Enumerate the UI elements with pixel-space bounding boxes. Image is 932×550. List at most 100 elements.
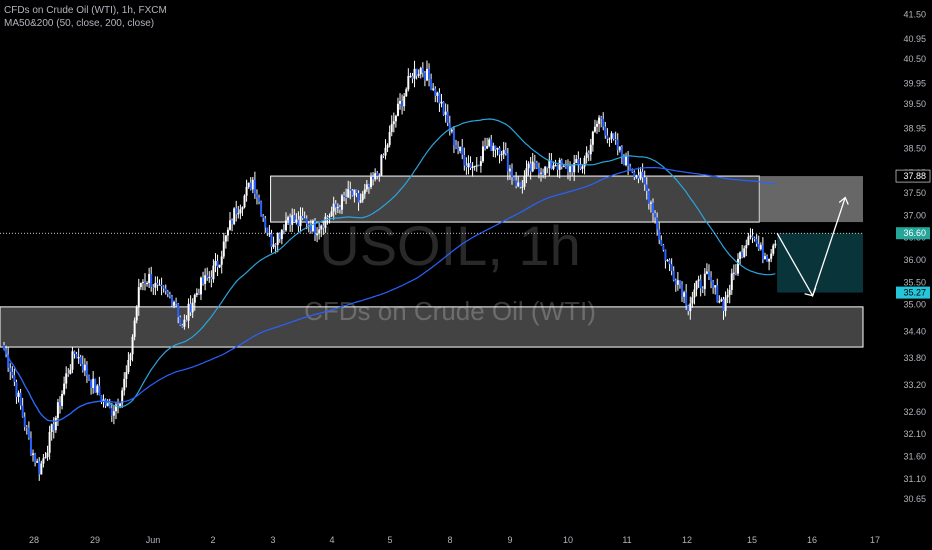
projection-arrow-up (838, 196, 849, 205)
candle-body (643, 177, 646, 185)
candle-body (602, 118, 605, 127)
candle-body (695, 280, 698, 290)
candle-body (629, 166, 632, 170)
symbol-title[interactable]: CFDs on Crude Oil (WTI), 1h, FXCM (4, 5, 167, 16)
candle-body (25, 427, 28, 429)
candle-body (660, 239, 663, 245)
candle-body (552, 165, 555, 169)
candle-body (63, 383, 66, 394)
candle-body (206, 275, 209, 278)
candle-body (378, 175, 381, 177)
candle-body (585, 152, 588, 158)
x-tick-label: 9 (507, 535, 512, 545)
candle-body (316, 233, 319, 236)
candle-body (249, 182, 252, 190)
candle-body (216, 260, 219, 268)
candle-body (187, 303, 190, 321)
candle-body (716, 285, 719, 303)
candle-body (150, 274, 153, 287)
x-tick-label: 11 (622, 535, 631, 545)
candle-body (699, 279, 702, 289)
candle-body (214, 260, 217, 266)
candle-body (67, 373, 70, 375)
candle-body (450, 129, 453, 132)
candle-body (604, 126, 607, 136)
candle-body (363, 189, 366, 194)
candle-body (415, 68, 418, 76)
candle-body (668, 260, 671, 265)
candle-body (334, 203, 337, 208)
candle-body (556, 165, 559, 170)
indicator-label[interactable]: MA50&200 (50, close, 200, close) (4, 18, 155, 29)
projection-arrow-down (804, 287, 817, 297)
candle-body (3, 344, 5, 350)
candle-body (268, 233, 271, 235)
candle-body (293, 215, 296, 223)
candle-body (332, 203, 335, 212)
candle-body (202, 277, 205, 284)
candle-body (654, 213, 657, 218)
candle-body (743, 248, 746, 258)
candle-body (56, 402, 59, 418)
candle-body (639, 171, 642, 179)
candle-body (670, 264, 673, 271)
candle-body (119, 403, 122, 408)
candle-body (548, 160, 551, 169)
candle-body (544, 166, 547, 175)
candle-body (40, 463, 43, 475)
price-tag-target (896, 286, 930, 299)
candle-body (270, 233, 273, 247)
candle-body (678, 280, 681, 285)
candle-body (311, 220, 314, 232)
y-axis-panel (894, 0, 932, 550)
candle-body (388, 131, 391, 145)
candle-body (266, 227, 269, 234)
y-tick-label: 39.95 (903, 79, 926, 89)
candle-body (251, 179, 254, 190)
candle-body (494, 145, 497, 150)
candle-body (143, 281, 146, 284)
candle-body (560, 159, 563, 167)
candle-body (156, 283, 159, 285)
candle-body (645, 184, 648, 191)
candle-body (260, 201, 263, 216)
candle-body (434, 88, 437, 96)
candle-body (7, 354, 10, 368)
candle-body (164, 288, 167, 292)
ma200-line (3, 167, 776, 422)
candle-body (394, 115, 397, 122)
y-tick-label: 39.50 (903, 99, 926, 109)
candle-body (593, 126, 596, 132)
candle-body (23, 416, 26, 428)
candle-body (154, 283, 157, 288)
price-tag-label: 35.27 (903, 288, 926, 298)
candle-body (500, 154, 503, 156)
candle-body (235, 208, 238, 215)
candle-body (705, 271, 708, 274)
candle-body (461, 146, 464, 155)
candle-body (749, 235, 752, 237)
candle-body (233, 208, 236, 225)
candle-body (741, 252, 744, 258)
candle-body (666, 260, 669, 262)
candle-body (569, 166, 572, 173)
candle-body (42, 458, 45, 464)
candle-body (589, 144, 592, 155)
candle-body (177, 303, 180, 318)
candle-body (301, 215, 304, 219)
candle-body (399, 101, 402, 104)
candle-body (274, 244, 277, 246)
candle-body (463, 154, 466, 166)
candle-body (401, 101, 404, 107)
x-tick-label: 4 (329, 535, 334, 545)
candle-body (36, 461, 39, 463)
candle-body (287, 217, 290, 221)
candle-body (355, 189, 358, 193)
candle-body (243, 195, 246, 208)
candle-body (755, 239, 758, 244)
candle-body (104, 399, 107, 406)
candle-body (204, 275, 207, 284)
candle-body (357, 192, 360, 203)
candle-body (247, 182, 250, 187)
